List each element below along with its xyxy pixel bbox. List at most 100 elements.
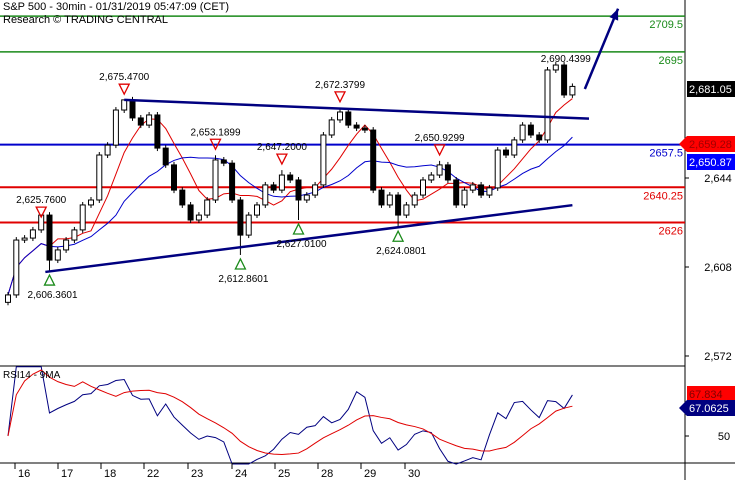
price-tag-pointer-icon — [679, 400, 687, 416]
swing-low-marker-icon — [292, 222, 305, 235]
price-tag-bg — [687, 386, 735, 402]
candle-body — [63, 239, 70, 251]
candle-body — [229, 162, 236, 201]
x-tick-label: 28 — [321, 468, 333, 480]
candle-body — [469, 184, 476, 191]
price-tag-bg — [687, 136, 735, 152]
candle-body — [46, 214, 53, 261]
rsi-ma-line — [7, 369, 573, 455]
trendline — [45, 203, 573, 274]
level-label: 2657.5 — [649, 148, 683, 160]
price-tag-pointer-icon — [679, 136, 687, 152]
swing-high-label: 2,653.1899 — [190, 127, 240, 138]
candle-body — [88, 199, 94, 206]
candle-body — [104, 144, 111, 156]
swing-low-label: 2,606.3601 — [27, 290, 77, 301]
candle-body — [436, 164, 443, 176]
x-tick-label: 30 — [408, 468, 420, 480]
candle-body — [29, 229, 36, 239]
candle-body — [245, 214, 252, 236]
candle-body — [411, 194, 418, 206]
candle-body — [386, 194, 393, 206]
candle-body — [345, 111, 352, 126]
swing-high-marker-icon — [118, 83, 131, 96]
candle-body — [511, 139, 518, 156]
candle-body — [21, 237, 28, 241]
swing-high-label: 2,647.2000 — [257, 142, 307, 153]
candle-body — [361, 127, 368, 131]
candle-body — [254, 204, 260, 216]
candle-body — [129, 99, 136, 119]
swing-high-marker-icon — [333, 91, 347, 104]
candle-body — [96, 154, 103, 201]
y-tick-label: 2,572 — [704, 351, 732, 363]
candle-body — [212, 159, 219, 201]
x-tick-label: 24 — [235, 468, 247, 480]
candle-body — [461, 189, 468, 206]
candle-body — [204, 199, 211, 216]
rsi-y-tick-label: 50 — [718, 431, 730, 443]
swing-high-marker-icon — [209, 138, 222, 151]
candle-body — [453, 179, 460, 206]
candle-body — [478, 184, 485, 196]
candle-body — [337, 111, 343, 121]
swing-low-marker-icon — [43, 273, 56, 286]
rsi-line — [7, 366, 573, 465]
candle-body — [54, 249, 61, 261]
swing-low-label: 2,612.8601 — [218, 274, 268, 285]
candle-body — [220, 159, 227, 164]
candle-body — [503, 149, 509, 156]
arrow-head-icon — [609, 8, 619, 21]
candle-body — [13, 239, 20, 296]
forecast-arrow-line — [583, 8, 620, 90]
x-tick-label: 16 — [18, 468, 30, 480]
candle-body — [444, 164, 451, 181]
price-tag-bg — [687, 154, 735, 170]
swing-high-label: 2,672.3799 — [315, 80, 365, 91]
price-tag-ma_slow: 2,650.87 — [689, 157, 732, 169]
x-tick-label: 25 — [278, 468, 290, 480]
chart-credit: Research © TRADING CENTRAL — [3, 14, 168, 26]
price-tag-bg — [687, 81, 735, 97]
level-label: 2695 — [659, 55, 683, 67]
swing-high-marker-icon — [433, 144, 446, 157]
swing-high-label: 2,625.7600 — [16, 195, 66, 206]
candle-body — [569, 85, 576, 96]
swing-high-label: 2,675.4700 — [99, 72, 149, 83]
swing-high-marker-icon — [275, 153, 288, 166]
candle-body — [38, 214, 45, 231]
candle-body — [287, 174, 294, 181]
swing-high-label: 2,650.9299 — [415, 133, 465, 144]
level-label: 2640.25 — [643, 190, 683, 202]
candle-body — [262, 184, 269, 206]
candle-body — [5, 294, 11, 303]
candle-body — [187, 204, 194, 221]
candle-body — [544, 69, 551, 141]
candle-body — [121, 99, 128, 111]
candle-body — [295, 179, 302, 201]
candle-body — [71, 229, 78, 241]
price-label: 2,690.4399 — [541, 54, 591, 65]
candle-body — [137, 117, 144, 126]
candle-body — [312, 184, 319, 196]
candle-body — [527, 124, 534, 136]
swing-low-label: 2,624.0801 — [376, 246, 426, 257]
x-tick-label: 29 — [364, 468, 376, 480]
price-tag-rsi_ma: 67.834 — [689, 389, 723, 401]
chart-title: S&P 500 - 30min - 01/31/2019 05:47:09 (C… — [3, 1, 230, 13]
candle-body — [403, 204, 410, 216]
candle-body — [270, 184, 277, 191]
swing-low-marker-icon — [234, 257, 247, 270]
candle-body — [278, 174, 285, 191]
candle-body — [303, 194, 310, 201]
candle-body — [519, 124, 526, 141]
swing-low-marker-icon — [392, 229, 405, 242]
candle-body — [179, 189, 186, 206]
candle-body — [328, 119, 335, 136]
candle-body — [320, 134, 327, 186]
trendline — [124, 98, 590, 120]
price-tag-rsi: 67.0625 — [689, 403, 729, 415]
level-label: 2626 — [659, 225, 683, 237]
y-tick-label: 2,608 — [704, 262, 732, 274]
candle-body — [486, 187, 493, 196]
